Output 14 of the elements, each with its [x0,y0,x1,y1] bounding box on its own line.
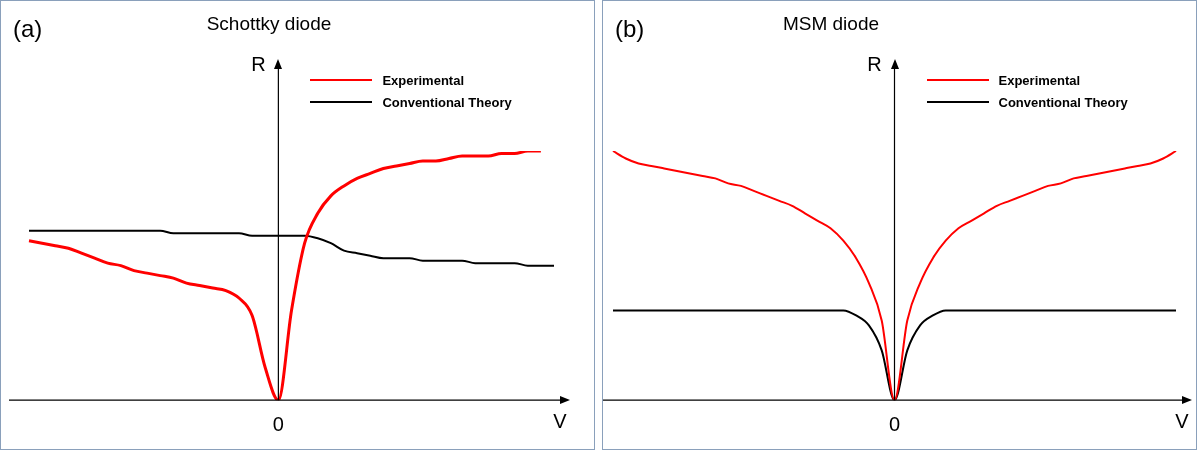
chart-title: Schottky diode [206,13,332,35]
x-axis-title: V [1175,409,1190,432]
legend-label: Conventional Theory [382,94,512,110]
y-axis-title: R [251,52,266,75]
legend-label: Conventional Theory [998,94,1128,110]
legend-label: Experimental [998,72,1081,88]
text: 0 [888,412,901,435]
legend-label: Experimental [382,72,465,88]
y-axis-title: R [867,52,882,75]
text: 0 [272,412,284,435]
chart-title: MSM diode [782,13,880,35]
x-axis-title: V [553,409,568,432]
text: (a) [13,15,43,43]
text: (b) [615,15,645,43]
